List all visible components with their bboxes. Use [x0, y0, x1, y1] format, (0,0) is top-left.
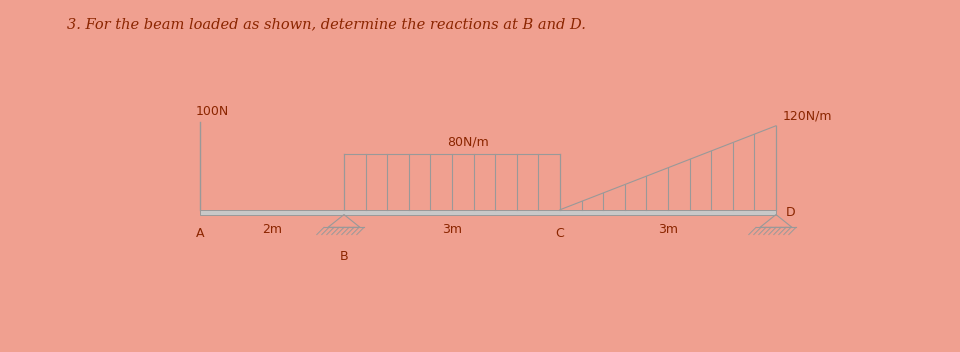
- Text: 3m: 3m: [658, 222, 678, 235]
- Text: B: B: [340, 250, 348, 263]
- Text: 80N/m: 80N/m: [447, 136, 489, 149]
- Text: 2m: 2m: [262, 222, 282, 235]
- Text: D: D: [785, 206, 795, 219]
- Text: A: A: [196, 227, 204, 240]
- Text: 3m: 3m: [442, 222, 462, 235]
- Text: C: C: [556, 227, 564, 240]
- Bar: [200, 210, 776, 215]
- Text: 120N/m: 120N/m: [782, 109, 832, 122]
- Text: 100N: 100N: [196, 105, 229, 118]
- Text: 3. For the beam loaded as shown, determine the reactions at B and D.: 3. For the beam loaded as shown, determi…: [67, 18, 586, 32]
